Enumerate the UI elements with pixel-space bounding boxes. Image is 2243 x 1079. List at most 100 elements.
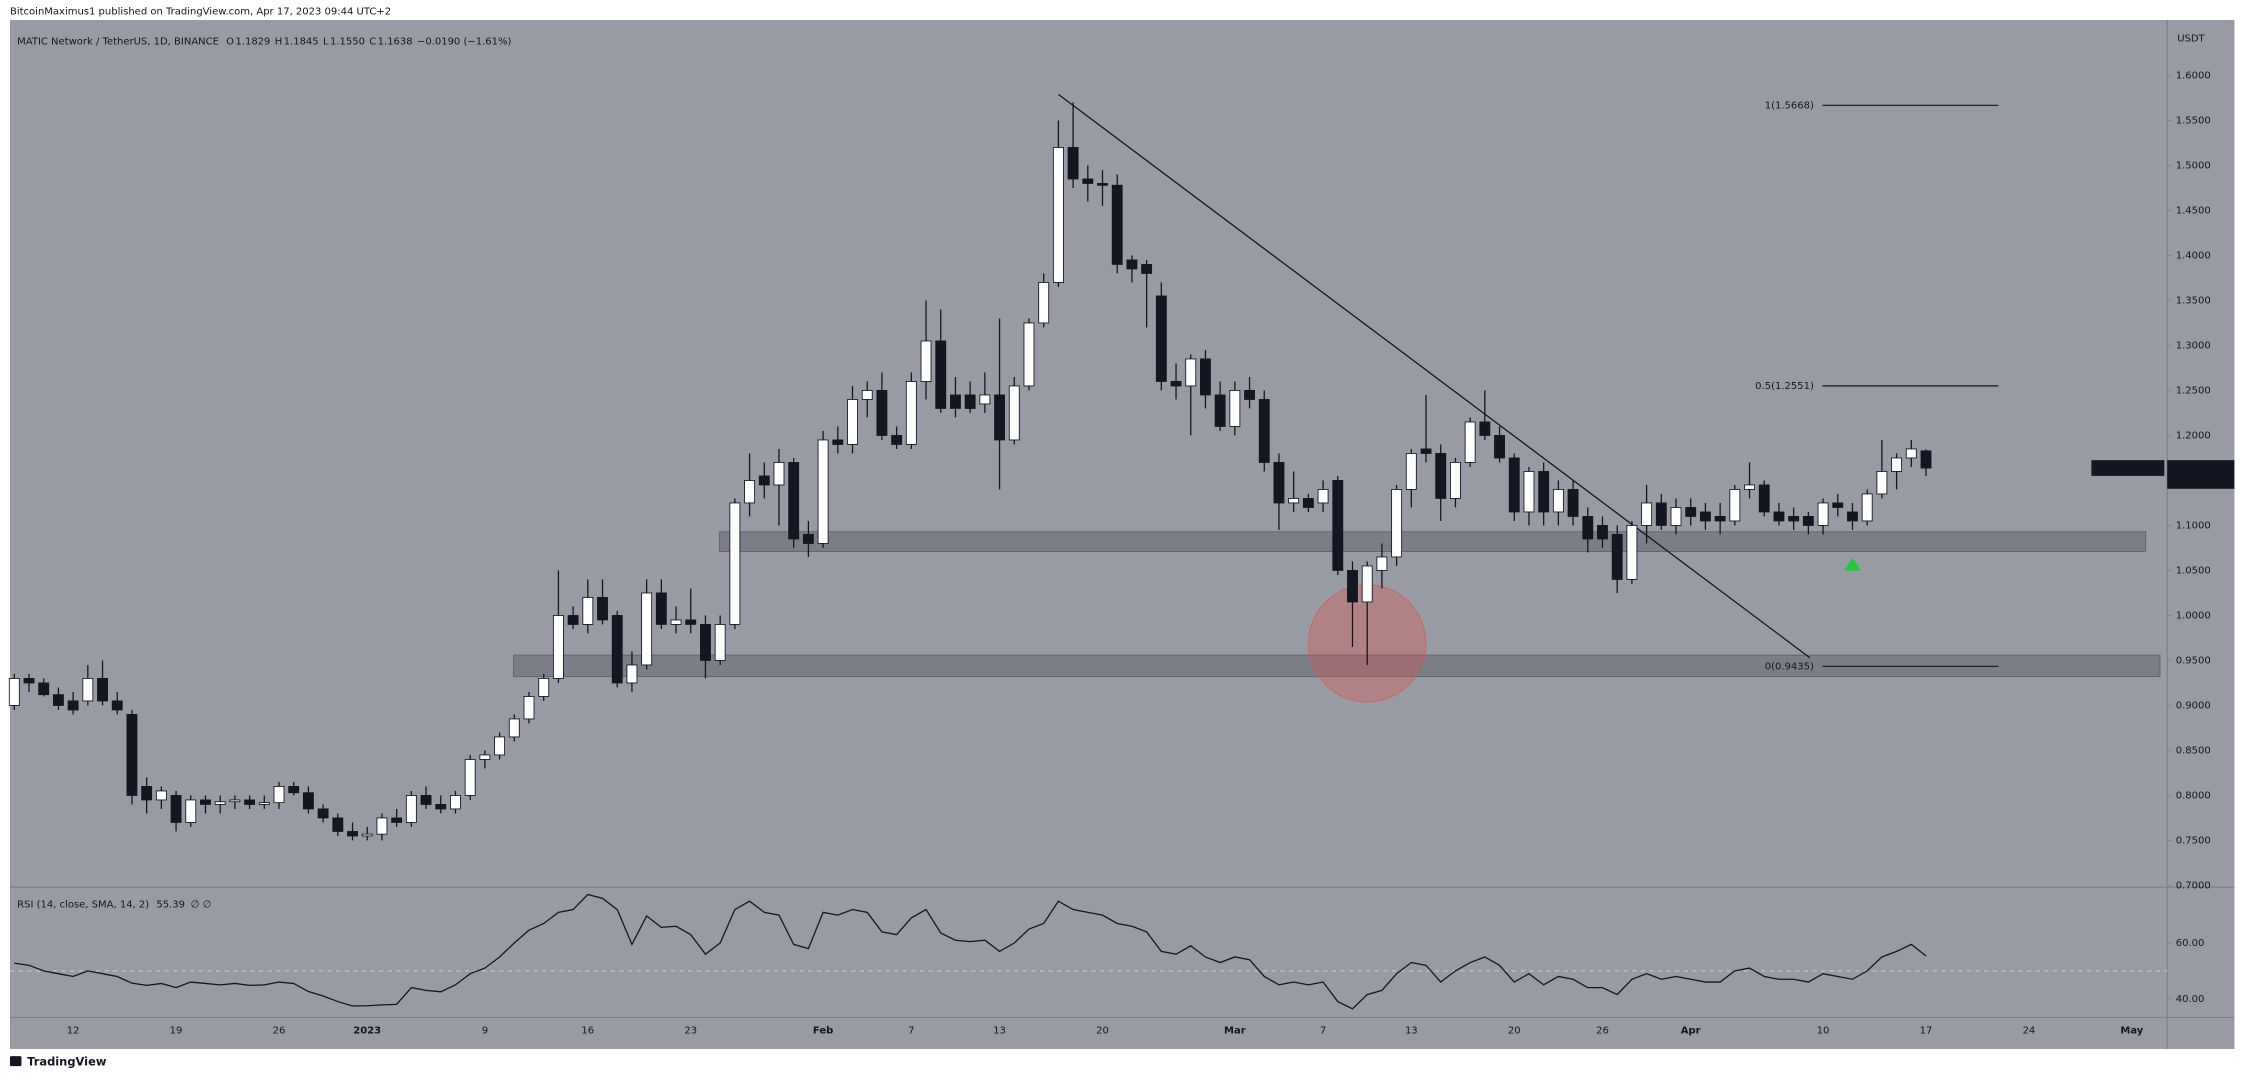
candle-body <box>1126 259 1138 270</box>
candle-body <box>435 804 447 810</box>
candle <box>626 651 638 692</box>
fib-label: 1(1.5668) <box>1765 100 1814 111</box>
candle-body <box>567 615 579 625</box>
price-tick-label: 1.3500 <box>2176 295 2211 306</box>
candle-body <box>758 475 770 486</box>
candle <box>38 678 50 697</box>
candle <box>1523 466 1535 526</box>
ohlc-value: 1.1638 <box>378 36 413 47</box>
candle <box>1405 448 1417 508</box>
candle-body <box>1302 498 1314 508</box>
candle-body <box>1200 358 1211 396</box>
price-tick-label: 1.4000 <box>2176 250 2211 261</box>
candle-body <box>1641 502 1653 526</box>
price-tick-label: 1.6000 <box>2176 70 2211 81</box>
candle <box>1508 453 1520 521</box>
candle <box>1244 376 1255 409</box>
candle <box>744 453 756 517</box>
candle <box>1170 363 1182 400</box>
x-tick-label: 19 <box>170 1025 183 1036</box>
x-tick-label: 7 <box>908 1025 914 1036</box>
candle <box>1641 484 1653 544</box>
candle <box>1655 493 1667 530</box>
candle-body <box>332 817 344 832</box>
candle-body <box>1288 498 1300 504</box>
candle-body <box>788 462 800 540</box>
candle-body <box>1097 183 1108 186</box>
candle <box>1141 259 1153 328</box>
price-change: −0.0190 (−1.61%) <box>417 36 512 47</box>
candle-body <box>1832 502 1844 508</box>
candle-body <box>876 390 888 436</box>
candle-body <box>950 394 961 409</box>
candle <box>405 790 417 827</box>
candle-body <box>1023 322 1035 387</box>
candle <box>1699 502 1711 530</box>
candle <box>1361 561 1373 665</box>
price-tick-label: 0.7500 <box>2176 835 2211 846</box>
price-tick-label: 1.1000 <box>2176 520 2211 531</box>
candle <box>464 754 476 800</box>
candle <box>111 691 123 715</box>
candle-body <box>1891 457 1903 472</box>
candle-body <box>891 435 903 445</box>
candle <box>1494 426 1505 463</box>
candle-body <box>1567 489 1579 517</box>
candle-body <box>200 799 211 805</box>
candle <box>1714 502 1726 535</box>
candle <box>1832 493 1844 517</box>
candle-body <box>1802 516 1814 526</box>
candle <box>1905 439 1917 467</box>
candle <box>200 795 211 814</box>
candle <box>1847 502 1858 530</box>
candle <box>288 781 300 796</box>
x-tick-label: Mar <box>1224 1025 1246 1036</box>
candle <box>523 691 535 724</box>
x-tick-label: May <box>2120 1025 2143 1036</box>
candle-body <box>1214 394 1226 427</box>
candle-body <box>1405 453 1417 490</box>
candle <box>1229 381 1241 436</box>
candle-body <box>847 399 858 445</box>
candle <box>758 462 770 499</box>
candle-body <box>1847 511 1858 522</box>
candle <box>729 498 741 629</box>
candle-body <box>479 754 491 760</box>
candle <box>8 673 20 710</box>
candle <box>1788 507 1800 530</box>
price-tick-label: 1.2000 <box>2176 430 2211 441</box>
candle <box>876 372 888 440</box>
candle-body <box>935 340 947 409</box>
rsi-line <box>14 893 1927 1010</box>
candle-body <box>111 700 123 711</box>
x-tick-label: 10 <box>1817 1025 1830 1036</box>
price-tick-label: 0.8000 <box>2176 790 2211 801</box>
candle <box>582 579 594 634</box>
candle-body <box>185 799 197 823</box>
price-label-box <box>2167 460 2235 489</box>
candle-body <box>1817 502 1829 526</box>
candle <box>1200 349 1211 409</box>
candle-body <box>1788 516 1800 522</box>
candle <box>1008 376 1020 445</box>
candle-body <box>1597 525 1608 540</box>
candle <box>1185 354 1197 436</box>
candle-body <box>523 696 535 720</box>
candle-body <box>258 802 270 805</box>
x-tick-label: 9 <box>482 1025 488 1036</box>
candle-body <box>538 678 550 697</box>
candle <box>567 606 579 629</box>
countdown-label: 16:15:12 <box>2176 476 2221 487</box>
price-tick-label: 0.7000 <box>2176 880 2211 891</box>
candle-body <box>1376 556 1388 571</box>
candle <box>1479 390 1491 440</box>
candle <box>1876 439 1888 499</box>
candle <box>1023 318 1035 391</box>
price-tick-label: 1.5000 <box>2176 160 2211 171</box>
candle-body <box>1391 489 1403 558</box>
candle <box>1861 489 1873 526</box>
price-tick-label: 1.2500 <box>2176 385 2211 396</box>
logo-icon <box>10 1056 22 1067</box>
publish-header: BitcoinMaximus1 published on TradingView… <box>10 6 391 17</box>
candle <box>82 664 94 706</box>
